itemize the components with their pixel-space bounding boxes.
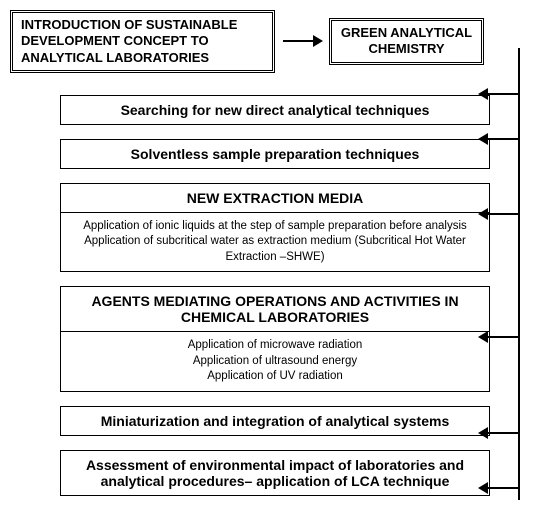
item-assessment: Assessment of environmental impact of la…	[60, 450, 490, 496]
item-searching: Searching for new direct analytical tech…	[60, 95, 490, 125]
back-arrow-5	[480, 432, 520, 434]
item-agents: AGENTS MEDIATING OPERATIONS AND ACTIVITI…	[60, 286, 490, 392]
back-arrow-2	[480, 138, 520, 140]
main-column: Searching for new direct analytical tech…	[60, 95, 490, 496]
item-solventless: Solventless sample preparation technique…	[60, 139, 490, 169]
item-miniaturization: Miniaturization and integration of analy…	[60, 406, 490, 436]
arrow-intro-to-green	[283, 40, 321, 42]
intro-box: INTRODUCTION OF SUSTAINABLE DEVELOPMENT …	[10, 10, 275, 73]
green-chem-box: GREEN ANALYTICAL CHEMISTRY	[329, 18, 484, 65]
extraction-title: NEW EXTRACTION MEDIA	[61, 184, 489, 213]
extraction-body: Application of ionic liquids at the step…	[61, 213, 489, 272]
back-arrow-3	[480, 213, 520, 215]
agents-line1: Application of microwave radiation	[71, 338, 479, 354]
agents-title: AGENTS MEDIATING OPERATIONS AND ACTIVITI…	[61, 287, 489, 332]
back-arrow-4	[480, 336, 520, 338]
agents-line3: Application of UV radiation	[71, 369, 479, 385]
item-extraction: NEW EXTRACTION MEDIA Application of ioni…	[60, 183, 490, 273]
back-arrow-6	[480, 487, 520, 489]
agents-line2: Application of ultrasound energy	[71, 354, 479, 370]
agents-body: Application of microwave radiation Appli…	[61, 332, 489, 391]
back-arrow-1	[480, 93, 520, 95]
